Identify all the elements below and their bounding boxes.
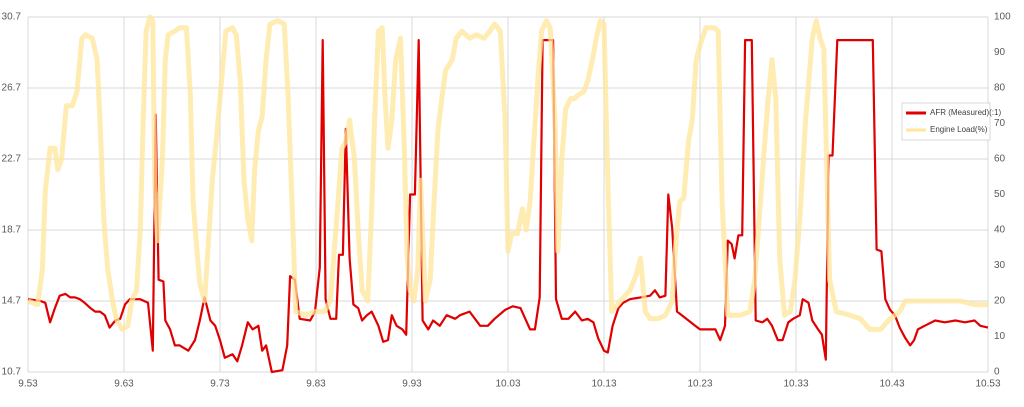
y2-tick-label: 80 [994, 83, 1006, 94]
x-tick-label: 10.03 [495, 379, 520, 390]
labels: 10.7 14.7 18.7 22.7 26.7 30.7 0 10 20 30 40 50 60 70 8… [2, 12, 1012, 390]
x-tick-label: 10.13 [591, 379, 616, 390]
x-tick-label: 10.43 [879, 379, 904, 390]
legend-label: Engine Load(%) [930, 125, 988, 134]
legend-box [901, 102, 991, 141]
x-tick-label: 9.53 [18, 379, 38, 390]
y2-tick-label: 0 [994, 367, 1000, 378]
x-tick-label: 9.93 [402, 379, 422, 390]
y-tick-label: 18.7 [2, 225, 22, 236]
x-tick-label: 9.63 [114, 379, 134, 390]
legend-label: AFR (Measured)(:1) [930, 108, 1001, 117]
y2-tick-label: 10 [994, 331, 1006, 342]
y-tick-label: 30.7 [2, 12, 22, 23]
y2-tick-label: 30 [994, 260, 1006, 271]
series-line [27, 14, 988, 332]
y2-tick-label: 20 [994, 296, 1006, 307]
x-tick-label: 9.83 [306, 379, 326, 390]
lines [27, 14, 989, 374]
series-line [27, 39, 989, 374]
y2-tick-label: 90 [994, 47, 1006, 58]
legend: AFR (Measured)(:1) Engine Load(%) [901, 102, 1001, 141]
y2-tick-label: 50 [994, 189, 1006, 200]
x-tick-label: 9.73 [210, 379, 230, 390]
y2-tick-label: 60 [994, 154, 1006, 165]
y-tick-label: 26.7 [2, 83, 22, 94]
y2-tick-label: 100 [994, 12, 1011, 23]
y-tick-label: 22.7 [2, 154, 22, 165]
x-tick-label: 10.33 [783, 379, 808, 390]
y-tick-label: 10.7 [2, 367, 22, 378]
x-tick-label: 10.53 [975, 379, 1000, 390]
y-tick-label: 14.7 [2, 296, 22, 307]
x-tick-label: 10.23 [687, 379, 712, 390]
y2-tick-label: 70 [994, 118, 1006, 129]
y2-tick-label: 40 [994, 225, 1006, 236]
